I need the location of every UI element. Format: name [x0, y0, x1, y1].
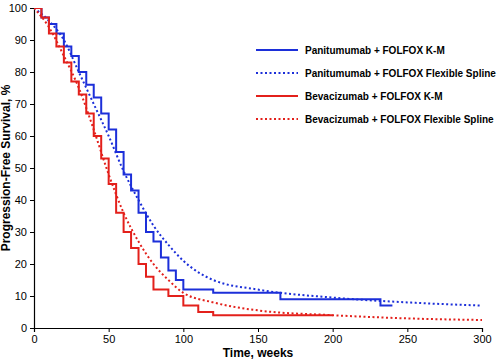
tick-mark: [30, 40, 34, 41]
tick: 50: [15, 162, 34, 174]
tick-label: 100: [175, 333, 193, 345]
series-line: [34, 8, 333, 315]
tick-label: 20: [15, 258, 27, 270]
tick: 50: [103, 328, 115, 345]
tick-label: 300: [473, 333, 491, 345]
tick-label: 30: [15, 226, 27, 238]
tick: 200: [324, 328, 342, 345]
tick-label: 50: [103, 333, 115, 345]
axis-line: [35, 329, 483, 333]
tick-mark: [183, 328, 184, 332]
tick-label: 70: [15, 98, 27, 110]
legend-swatch: [256, 72, 298, 74]
x-axis: 0 50 100 150 200 250 300: [31, 328, 491, 345]
tick-label: 50: [15, 162, 27, 174]
tick: 60: [15, 130, 34, 142]
tick: 30: [15, 226, 34, 238]
tick-mark: [407, 328, 408, 332]
tick: 0: [21, 322, 34, 334]
legend-label: Panitumumab + FOLFOX K-M: [305, 45, 445, 56]
tick-mark: [333, 328, 334, 332]
tick: 90: [15, 34, 34, 46]
tick: 40: [15, 194, 34, 206]
tick: 250: [399, 328, 417, 345]
tick-label: 60: [15, 130, 27, 142]
tick-label: 80: [15, 66, 27, 78]
tick-mark: [30, 296, 34, 297]
tick-label: 10: [15, 290, 27, 302]
tick: 80: [15, 66, 34, 78]
tick-mark: [30, 168, 34, 169]
tick-label: 0: [21, 322, 27, 334]
tick-label: 90: [15, 34, 27, 46]
tick: 20: [15, 258, 34, 270]
tick: 150: [249, 328, 267, 345]
tick-mark: [30, 200, 34, 201]
legend: Panitumumab + FOLFOX K-M Panitumumab + FO…: [256, 45, 496, 125]
tick-mark: [482, 328, 483, 332]
tick: 70: [15, 98, 34, 110]
legend-swatch: [256, 118, 298, 120]
tick-mark: [30, 72, 34, 73]
tick: 10: [15, 290, 34, 302]
legend-swatch: [256, 95, 298, 97]
tick-mark: [30, 136, 34, 137]
y-axis-title: Progression-Free Survival, %: [0, 84, 13, 251]
plot-area: 0 50 100 150 200 250 300 0 10 20 30 40 50 60 70 80 90 100: [9, 2, 492, 345]
tick-label: 0: [31, 333, 37, 345]
legend-label: Bevacizumab + FOLFOX Flexible Spline: [305, 114, 494, 125]
tick-label: 150: [249, 333, 267, 345]
tick: 0: [31, 328, 37, 345]
series-group: [34, 8, 482, 320]
tick-label: 200: [324, 333, 342, 345]
axis-line: [30, 9, 35, 329]
tick-mark: [30, 264, 34, 265]
tick: 100: [9, 2, 34, 14]
series-line: [34, 8, 482, 320]
tick-mark: [30, 104, 34, 105]
tick-mark: [30, 8, 34, 9]
x-axis-title: Time, weeks: [223, 346, 294, 360]
tick: 100: [175, 328, 193, 345]
tick-mark: [30, 232, 34, 233]
tick-label: 250: [399, 333, 417, 345]
legend-swatch: [256, 49, 298, 51]
tick-mark: [109, 328, 110, 332]
legend-label: Bevacizumab + FOLFOX K-M: [305, 91, 443, 102]
tick-label: 100: [9, 2, 27, 14]
tick-mark: [30, 328, 34, 329]
tick-mark: [258, 328, 259, 332]
legend-label: Panitumumab + FOLFOX Flexible Spline: [305, 68, 496, 79]
tick-label: 40: [15, 194, 27, 206]
tick: 300: [473, 328, 491, 345]
chart: 0 50 100 150 200 250 300 0 10 20 30 40 50 60 70 80 90 100…: [0, 0, 500, 361]
